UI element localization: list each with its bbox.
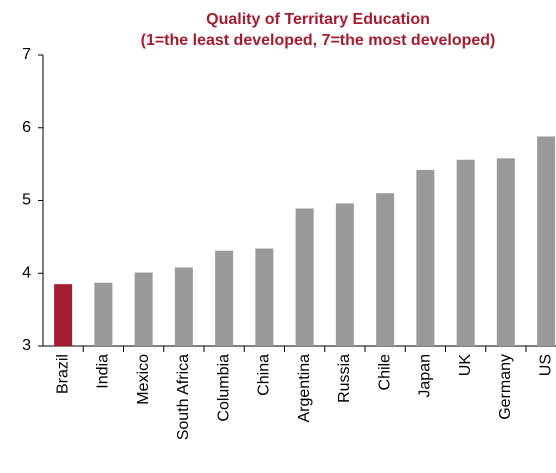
x-tick-label: US — [537, 354, 554, 376]
x-tick-label: China — [256, 354, 273, 396]
x-tick-label: Russia — [336, 354, 353, 403]
chart-title: Quality of Territary Education — [206, 11, 430, 28]
y-tick-label: 7 — [22, 46, 31, 63]
y-tick-label: 6 — [22, 119, 31, 136]
bar — [537, 136, 556, 346]
y-tick-label: 5 — [22, 192, 31, 209]
x-tick-label: Mexico — [135, 354, 152, 405]
bar — [54, 284, 73, 346]
x-tick-label: Japan — [417, 354, 434, 398]
bar — [215, 250, 234, 346]
bar — [295, 208, 314, 346]
bar — [255, 248, 274, 346]
bar — [94, 282, 113, 346]
y-tick-label: 3 — [22, 337, 31, 354]
x-tick-label: Columbia — [215, 354, 232, 422]
x-tick-label: Brazil — [54, 354, 71, 394]
bar — [496, 158, 515, 346]
bar — [335, 203, 354, 346]
bar — [456, 159, 475, 346]
chart-subtitle: (1=the least developed, 7=the most devel… — [141, 32, 496, 49]
x-tick-label: Argentina — [296, 354, 313, 423]
y-tick-label: 4 — [22, 264, 31, 281]
x-tick-label: UK — [457, 354, 474, 377]
x-tick-label: South Africa — [175, 354, 192, 440]
x-tick-label: Germany — [497, 354, 514, 420]
bar — [134, 272, 153, 346]
x-tick-label: Chile — [376, 354, 393, 391]
bar — [376, 193, 395, 346]
bar — [416, 169, 435, 346]
bar — [174, 267, 193, 346]
x-tick-label: India — [95, 354, 112, 389]
